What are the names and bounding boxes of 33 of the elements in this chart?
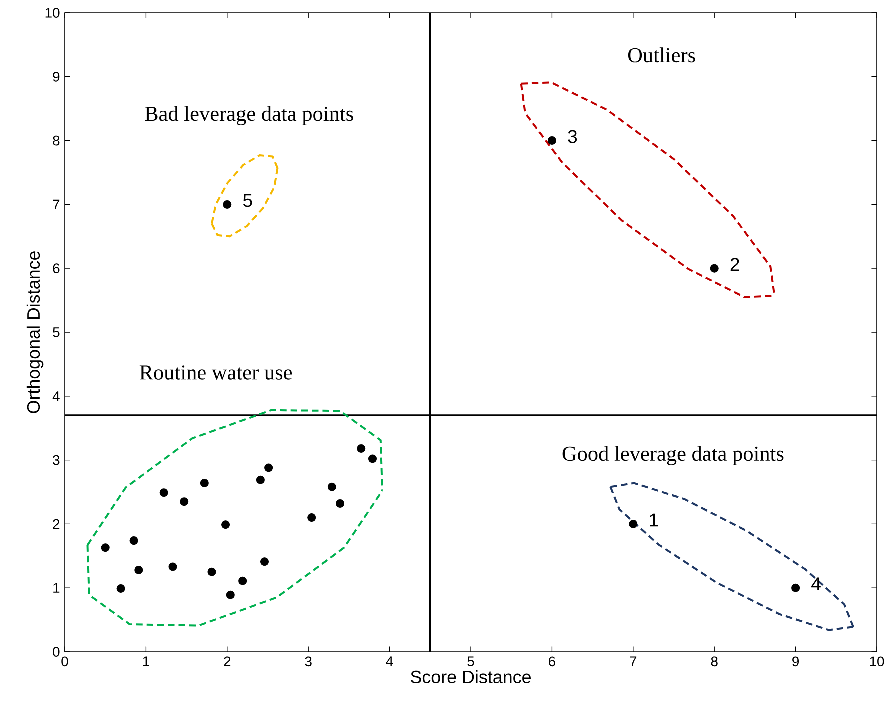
x-tick-label: 9 [792, 656, 800, 667]
x-tick-label: 6 [549, 656, 556, 667]
x-tick-label: 0 [62, 656, 68, 667]
y-tick-label: 4 [52, 392, 60, 402]
annotation: 1 [650, 514, 658, 527]
y-axis-title: Orthogonal Distance [26, 252, 44, 414]
x-tick-label: 10 [870, 656, 884, 667]
y-tick-label: 8 [53, 136, 60, 146]
x-tick-label: 7 [630, 656, 637, 666]
x-tick-label: 4 [386, 656, 394, 666]
annotation: Bad leverage data points [145, 106, 354, 126]
annotation: 4 [812, 578, 821, 591]
y-tick-label: 3 [53, 455, 60, 466]
x-tick-label: 3 [305, 656, 312, 667]
annotation: 3 [568, 130, 578, 144]
annotation: 5 [243, 194, 252, 208]
x-axis-title: Score Distance [411, 670, 531, 684]
x-tick-label: 8 [711, 656, 718, 667]
y-tick-label: 1 [54, 583, 60, 593]
y-tick-label: 0 [53, 647, 60, 657]
y-tick-label: 7 [53, 200, 60, 210]
y-tick-label: 10 [46, 8, 60, 18]
y-tick-label: 5 [53, 328, 60, 338]
x-tick-label: 2 [224, 656, 231, 666]
annotation: Good leverage data points [562, 446, 784, 466]
x-tick-label: 1 [143, 656, 150, 666]
annotation: Outliers [628, 48, 696, 63]
annotation: Routine water use [140, 366, 292, 380]
y-tick-label: 6 [53, 264, 60, 274]
x-tick-label: 5 [468, 656, 474, 666]
y-tick-label: 2 [53, 519, 60, 530]
y-tick-label: 9 [53, 72, 60, 82]
annotation: 2 [730, 258, 740, 272]
